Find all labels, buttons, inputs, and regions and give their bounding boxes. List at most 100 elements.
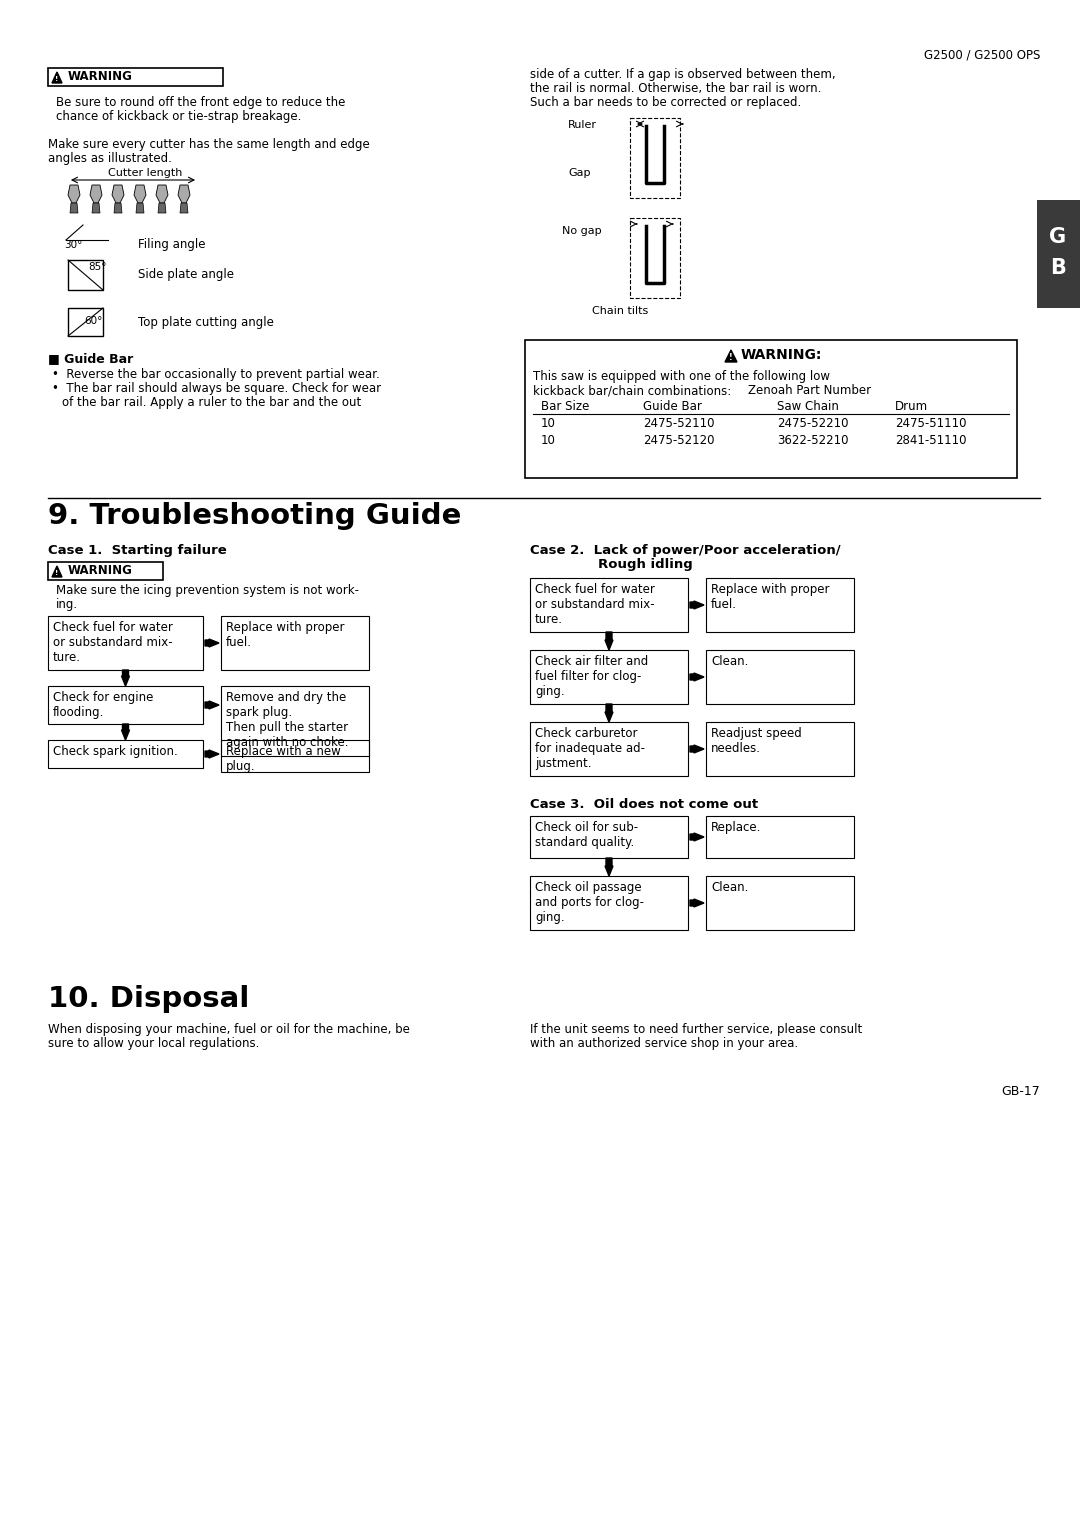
Text: •  Reverse the bar occasionally to prevent partial wear.: • Reverse the bar occasionally to preven… <box>52 368 380 380</box>
Text: Side plate angle: Side plate angle <box>138 267 234 281</box>
Text: Replace with proper
fuel.: Replace with proper fuel. <box>711 584 829 611</box>
Text: Replace with a new
plug.: Replace with a new plug. <box>226 746 341 773</box>
Bar <box>706 816 854 859</box>
Polygon shape <box>121 669 130 686</box>
Text: Filing angle: Filing angle <box>138 238 205 251</box>
Text: WARNING: WARNING <box>68 70 133 84</box>
Text: side of a cutter. If a gap is observed between them,: side of a cutter. If a gap is observed b… <box>530 69 836 81</box>
Text: Readjust speed
needles.: Readjust speed needles. <box>711 727 801 755</box>
Text: 2475-51110: 2475-51110 <box>895 417 967 429</box>
Text: with an authorized service shop in your area.: with an authorized service shop in your … <box>530 1038 798 1050</box>
Text: This saw is equipped with one of the following low: This saw is equipped with one of the fol… <box>534 370 831 384</box>
Text: the rail is normal. Otherwise, the bar rail is worn.: the rail is normal. Otherwise, the bar r… <box>530 83 822 95</box>
Text: WARNING:: WARNING: <box>741 348 822 362</box>
Text: Cutter length: Cutter length <box>108 168 183 177</box>
Text: 2475-52110: 2475-52110 <box>643 417 715 429</box>
Bar <box>530 876 688 931</box>
Polygon shape <box>70 203 78 212</box>
Text: Rough idling: Rough idling <box>598 558 692 571</box>
Text: Be sure to round off the front edge to reduce the: Be sure to round off the front edge to r… <box>56 96 346 108</box>
Text: Case 1.  Starting failure: Case 1. Starting failure <box>48 544 227 558</box>
Polygon shape <box>725 350 737 362</box>
Bar <box>706 723 854 776</box>
Bar <box>48 616 203 669</box>
Text: Make sure the icing prevention system is not work-: Make sure the icing prevention system is… <box>56 584 359 597</box>
Text: 2475-52210: 2475-52210 <box>777 417 849 429</box>
Polygon shape <box>605 633 613 649</box>
Text: Clean.: Clean. <box>711 882 748 894</box>
Text: 9. Troubleshooting Guide: 9. Troubleshooting Guide <box>48 503 461 530</box>
Polygon shape <box>690 601 704 610</box>
Polygon shape <box>114 203 122 212</box>
Text: G: G <box>1050 228 1067 248</box>
Text: 60°: 60° <box>84 316 103 325</box>
Text: 10: 10 <box>541 434 556 448</box>
Text: Check oil for sub-
standard quality.: Check oil for sub- standard quality. <box>535 821 638 850</box>
Text: No gap: No gap <box>562 226 602 235</box>
Bar <box>630 118 680 199</box>
Bar <box>221 740 369 772</box>
Text: WARNING: WARNING <box>68 564 133 578</box>
Text: 10. Disposal: 10. Disposal <box>48 986 249 1013</box>
Text: !: ! <box>55 570 58 576</box>
Polygon shape <box>205 639 219 646</box>
Text: angles as illustrated.: angles as illustrated. <box>48 151 172 165</box>
Polygon shape <box>605 704 613 723</box>
Text: GB-17: GB-17 <box>1001 1085 1040 1099</box>
Bar <box>48 562 163 581</box>
Text: of the bar rail. Apply a ruler to the bar and the out: of the bar rail. Apply a ruler to the ba… <box>62 396 361 410</box>
Text: ing.: ing. <box>56 597 78 611</box>
Text: Saw Chain: Saw Chain <box>777 400 839 413</box>
Text: If the unit seems to need further service, please consult: If the unit seems to need further servic… <box>530 1024 862 1036</box>
Polygon shape <box>180 203 188 212</box>
Text: 3622-52210: 3622-52210 <box>777 434 849 448</box>
Text: Replace.: Replace. <box>711 821 761 834</box>
Bar <box>706 649 854 704</box>
Polygon shape <box>605 859 613 876</box>
Text: 2475-52120: 2475-52120 <box>643 434 715 448</box>
Text: Guide Bar: Guide Bar <box>643 400 702 413</box>
Bar <box>525 341 1017 478</box>
Bar <box>530 723 688 776</box>
Text: 2841-51110: 2841-51110 <box>895 434 967 448</box>
Text: Bar Size: Bar Size <box>541 400 590 413</box>
Bar <box>630 219 680 298</box>
Text: Ruler: Ruler <box>568 121 597 130</box>
Bar <box>1037 200 1080 309</box>
Bar <box>48 686 203 724</box>
Bar <box>221 616 369 669</box>
Polygon shape <box>690 898 704 908</box>
Text: 10: 10 <box>541 417 556 429</box>
Text: chance of kickback or tie-strap breakage.: chance of kickback or tie-strap breakage… <box>56 110 301 122</box>
Bar <box>706 876 854 931</box>
Polygon shape <box>690 746 704 753</box>
Text: !: ! <box>729 353 733 362</box>
Text: G2500 / G2500 OPS: G2500 / G2500 OPS <box>923 47 1040 61</box>
Bar <box>221 686 369 756</box>
Text: Check oil passage
and ports for clog-
ging.: Check oil passage and ports for clog- gi… <box>535 882 644 924</box>
Text: Clean.: Clean. <box>711 656 748 668</box>
Polygon shape <box>178 185 190 203</box>
Text: Case 2.  Lack of power/Poor acceleration/: Case 2. Lack of power/Poor acceleration/ <box>530 544 840 558</box>
Bar <box>68 260 103 290</box>
Polygon shape <box>68 185 80 203</box>
Polygon shape <box>205 701 219 709</box>
Text: kickback bar/chain combinations:: kickback bar/chain combinations: <box>534 384 731 397</box>
Polygon shape <box>136 203 144 212</box>
Bar <box>530 649 688 704</box>
Polygon shape <box>52 72 62 83</box>
Bar <box>530 816 688 859</box>
Text: !: ! <box>55 76 58 83</box>
Text: 85°: 85° <box>87 261 107 272</box>
Bar <box>530 578 688 633</box>
Text: Check for engine
flooding.: Check for engine flooding. <box>53 691 153 720</box>
Text: Top plate cutting angle: Top plate cutting angle <box>138 316 274 329</box>
Polygon shape <box>205 750 219 758</box>
Text: Drum: Drum <box>895 400 928 413</box>
Text: B: B <box>1050 258 1066 278</box>
Text: Gap: Gap <box>568 168 591 177</box>
Text: 30°: 30° <box>64 240 82 251</box>
Text: Check spark ignition.: Check spark ignition. <box>53 746 178 758</box>
Text: Chain tilts: Chain tilts <box>592 306 648 316</box>
Text: •  The bar rail should always be square. Check for wear: • The bar rail should always be square. … <box>52 382 381 396</box>
